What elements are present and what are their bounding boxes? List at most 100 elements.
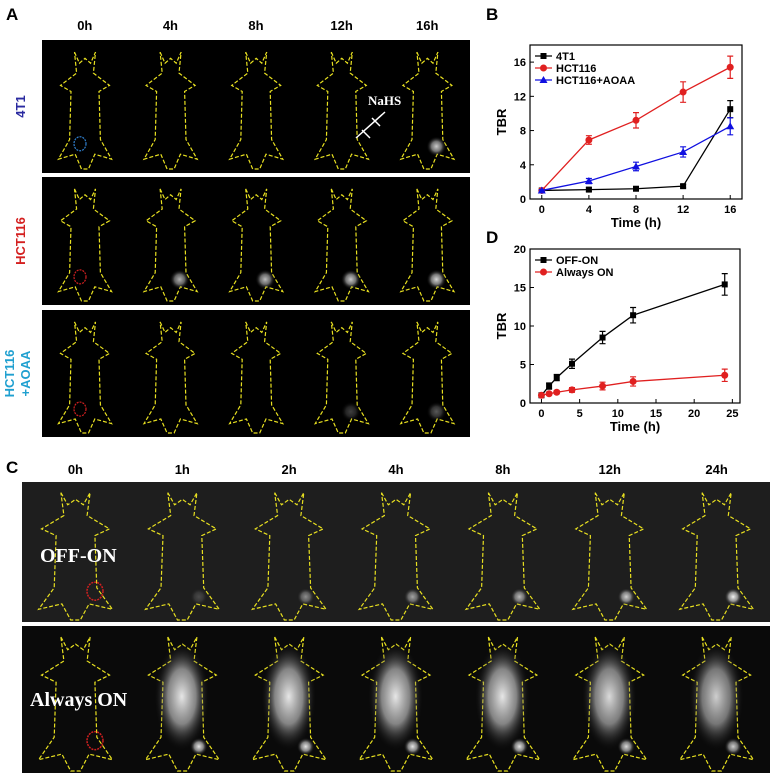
x-tick-label: 0 <box>539 204 545 216</box>
x-tick-label: 4 <box>586 204 593 216</box>
mouse-image-row <box>22 482 770 622</box>
tumor-signal <box>617 587 636 606</box>
x-tick-label: 12 <box>677 204 689 216</box>
y-tick-label: 5 <box>520 360 526 372</box>
mouse-outline <box>228 321 285 434</box>
y-tick-label: 0 <box>520 194 526 206</box>
time-label: 1h <box>175 462 190 477</box>
tumor-signal <box>426 269 447 290</box>
data-point <box>599 382 607 390</box>
y-tick-label: 20 <box>514 244 526 256</box>
tumor-signal <box>617 737 636 756</box>
data-point <box>721 371 729 379</box>
x-tick-label: 20 <box>688 408 700 420</box>
x-axis-label: Time (h) <box>610 419 660 434</box>
mouse-outline <box>228 51 285 170</box>
mouse-outline <box>228 188 285 302</box>
x-tick-label: 25 <box>726 408 738 420</box>
chart-b: 0 4 8 12 16 0 4 8 12 16 Time (h) TBR 4T1HCT116HCT116… <box>494 44 743 230</box>
mouse-image-row <box>42 310 470 437</box>
tumor-signal <box>426 401 447 422</box>
tumor-roi-circle <box>73 136 87 152</box>
data-point <box>568 386 576 394</box>
legend-marker <box>540 64 547 72</box>
data-point <box>537 186 546 194</box>
mouse-outline <box>142 188 199 302</box>
legend-label: OFF-ON <box>556 255 598 267</box>
data-point <box>679 147 688 155</box>
tumor-signal <box>189 587 208 606</box>
data-point <box>546 383 553 390</box>
x-tick-label: 5 <box>577 408 583 420</box>
data-point <box>727 106 734 113</box>
data-point <box>585 186 592 193</box>
time-label: 16h <box>416 18 438 33</box>
legend-marker <box>539 76 548 83</box>
data-point <box>679 88 687 96</box>
data-point <box>553 388 561 396</box>
tumor-signal <box>403 737 422 756</box>
mouse-outline <box>313 51 370 170</box>
data-point <box>726 63 734 71</box>
time-label: 12h <box>599 462 621 477</box>
y-tick-label: 4 <box>520 160 527 172</box>
mouse-outline <box>57 188 113 302</box>
time-label: 4h <box>163 18 178 33</box>
legend-label: 4T1 <box>556 51 575 63</box>
mouse-outline <box>57 51 113 170</box>
row-label-2: +AOAA <box>18 350 33 396</box>
legend-marker <box>540 257 547 263</box>
tumor-signal <box>724 587 743 606</box>
legend-marker <box>540 268 547 276</box>
tumor-signal <box>724 737 743 756</box>
x-tick-label: 16 <box>724 204 736 216</box>
mouse-outline <box>313 321 370 434</box>
row-label: 4T1 <box>13 95 28 117</box>
data-point <box>633 185 639 192</box>
y-tick-label: 15 <box>514 283 526 295</box>
row-label: HCT116 <box>2 350 17 398</box>
tumor-signal <box>426 136 447 157</box>
data-point <box>632 162 640 170</box>
time-label: 8h <box>495 462 510 477</box>
x-tick-label: 10 <box>612 408 624 420</box>
time-label: 4h <box>388 462 403 477</box>
tumor-roi-circle <box>73 269 87 285</box>
mouse-outline <box>399 321 456 434</box>
mouse-outline <box>313 188 370 302</box>
mouse-outline <box>357 492 435 621</box>
row-label: Always ON <box>30 689 128 711</box>
whole-body-signal <box>153 641 210 752</box>
panel-label-a: A <box>6 5 18 24</box>
mouse-outline <box>678 492 755 621</box>
panel-label-d: D <box>486 228 498 247</box>
mouse-outline <box>399 51 456 170</box>
tumor-signal <box>510 587 529 606</box>
legend-marker <box>540 53 547 59</box>
chart-d: 0 5 10 15 20 25 0 5 10 15 20 Time (h) TBR OFF-ONAlway… <box>494 244 741 434</box>
tumor-signal <box>403 587 422 606</box>
tumor-signal <box>340 401 361 422</box>
whole-body-signal <box>260 641 317 752</box>
mouse-outline <box>571 492 649 621</box>
panel-label-b: B <box>486 5 498 24</box>
tumor-signal <box>169 269 190 290</box>
whole-body-signal <box>688 641 745 752</box>
x-tick-label: 15 <box>650 408 662 420</box>
data-point <box>569 360 575 367</box>
mouse-outline <box>37 636 114 772</box>
time-label: 0h <box>77 18 92 33</box>
mouse-outline <box>142 51 199 170</box>
y-axis-label: TBR <box>494 108 509 135</box>
tumor-roi-circle <box>73 401 87 417</box>
nahs-label: NaHS <box>368 93 401 108</box>
mouse-image-row <box>42 40 470 173</box>
mouse-outline <box>37 492 114 621</box>
x-tick-label: 8 <box>633 204 639 216</box>
mouse-outline <box>57 321 113 434</box>
y-tick-label: 8 <box>520 126 526 138</box>
legend-label: HCT116 <box>556 63 596 75</box>
time-label: 24h <box>705 462 727 477</box>
